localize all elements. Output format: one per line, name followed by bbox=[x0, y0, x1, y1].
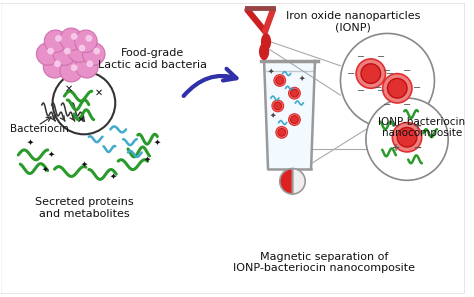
Circle shape bbox=[71, 33, 78, 40]
Circle shape bbox=[356, 59, 385, 88]
Circle shape bbox=[272, 100, 283, 112]
Circle shape bbox=[64, 48, 71, 55]
Circle shape bbox=[36, 43, 59, 65]
Text: ✦: ✦ bbox=[299, 74, 305, 83]
Circle shape bbox=[55, 35, 62, 42]
Wedge shape bbox=[292, 169, 305, 194]
Circle shape bbox=[75, 56, 98, 78]
Circle shape bbox=[291, 116, 298, 124]
Text: +: + bbox=[414, 121, 422, 131]
Text: −: − bbox=[414, 143, 422, 153]
Circle shape bbox=[53, 72, 115, 134]
Circle shape bbox=[392, 123, 422, 152]
Circle shape bbox=[53, 43, 75, 65]
Text: −: − bbox=[392, 121, 400, 131]
Circle shape bbox=[289, 114, 301, 126]
Circle shape bbox=[278, 128, 286, 136]
Polygon shape bbox=[264, 61, 315, 169]
Text: −: − bbox=[403, 66, 411, 76]
Circle shape bbox=[340, 34, 435, 127]
Circle shape bbox=[361, 64, 381, 83]
Circle shape bbox=[86, 60, 93, 67]
Text: Iron oxide nanoparticles
(IONP): Iron oxide nanoparticles (IONP) bbox=[286, 11, 420, 32]
Circle shape bbox=[366, 98, 448, 180]
Text: Bacteriocin: Bacteriocin bbox=[10, 124, 69, 135]
Circle shape bbox=[397, 127, 417, 147]
Circle shape bbox=[93, 48, 100, 55]
Circle shape bbox=[60, 28, 82, 50]
Text: ✕: ✕ bbox=[94, 88, 103, 98]
FancyBboxPatch shape bbox=[0, 3, 465, 294]
Wedge shape bbox=[280, 169, 292, 194]
Text: Secreted proteins
and metabolites: Secreted proteins and metabolites bbox=[35, 197, 133, 219]
Circle shape bbox=[274, 75, 286, 86]
Circle shape bbox=[68, 40, 90, 62]
FancyArrowPatch shape bbox=[183, 69, 237, 96]
Circle shape bbox=[383, 74, 412, 103]
Text: Food-grade
Lactic acid bacteria: Food-grade Lactic acid bacteria bbox=[98, 48, 207, 70]
Text: ✦: ✦ bbox=[268, 66, 274, 75]
Text: ✕: ✕ bbox=[77, 115, 85, 125]
Circle shape bbox=[276, 127, 288, 138]
Circle shape bbox=[387, 78, 407, 98]
Text: −: − bbox=[374, 83, 382, 93]
Text: ✦: ✦ bbox=[110, 172, 117, 181]
Text: −: − bbox=[403, 100, 411, 110]
Text: ✦: ✦ bbox=[81, 159, 87, 168]
Text: ✦: ✦ bbox=[41, 164, 48, 173]
Circle shape bbox=[60, 59, 82, 82]
Circle shape bbox=[47, 48, 54, 55]
Text: ✦: ✦ bbox=[154, 138, 161, 147]
Circle shape bbox=[289, 87, 301, 99]
Text: −: − bbox=[376, 86, 385, 96]
Circle shape bbox=[54, 60, 61, 67]
Text: −: − bbox=[347, 69, 356, 79]
Text: −: − bbox=[383, 66, 392, 76]
Text: ✦: ✦ bbox=[48, 149, 55, 158]
Circle shape bbox=[71, 64, 78, 71]
Text: ✦: ✦ bbox=[27, 138, 34, 147]
Text: ✕: ✕ bbox=[65, 83, 73, 93]
Circle shape bbox=[82, 43, 105, 65]
Circle shape bbox=[43, 56, 66, 78]
Circle shape bbox=[74, 30, 97, 53]
Text: ✦: ✦ bbox=[270, 110, 276, 119]
Circle shape bbox=[44, 30, 67, 53]
Text: −: − bbox=[357, 86, 365, 96]
Text: −: − bbox=[413, 83, 421, 93]
Circle shape bbox=[79, 45, 85, 52]
Text: ✦: ✦ bbox=[144, 154, 151, 163]
Text: IONP-bacteriocin
nanocomposite: IONP-bacteriocin nanocomposite bbox=[378, 117, 465, 138]
Polygon shape bbox=[260, 44, 268, 59]
Polygon shape bbox=[262, 34, 271, 50]
Circle shape bbox=[85, 35, 92, 42]
Circle shape bbox=[274, 102, 282, 110]
Text: −: − bbox=[357, 52, 365, 62]
Text: −: − bbox=[383, 100, 392, 110]
Circle shape bbox=[276, 77, 283, 84]
Text: −: − bbox=[376, 52, 385, 62]
Text: +: + bbox=[392, 143, 400, 153]
Text: Magnetic separation of
IONP-bacteriocin nanocomposite: Magnetic separation of IONP-bacteriocin … bbox=[233, 252, 415, 273]
Circle shape bbox=[291, 89, 298, 97]
Text: −: − bbox=[386, 69, 394, 79]
